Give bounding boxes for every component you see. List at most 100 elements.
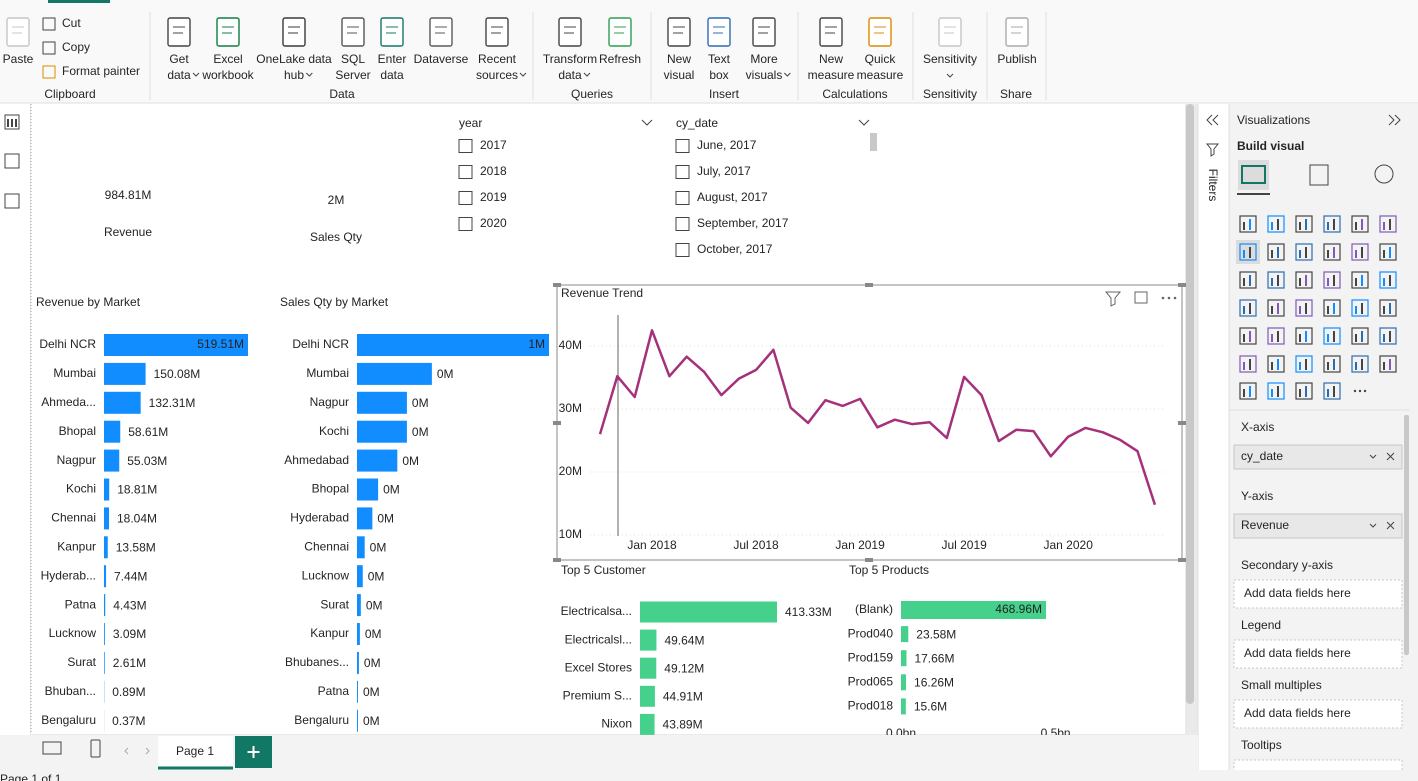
phone-icon[interactable] — [90, 739, 101, 758]
slicer-checkbox[interactable] — [675, 243, 690, 257]
format-tab-icon[interactable] — [1309, 164, 1329, 186]
ribbon-button[interactable]: Sensitivity — [923, 17, 977, 66]
slicer-item[interactable]: July, 2017 — [697, 164, 751, 178]
visual-type-icon[interactable] — [1379, 355, 1397, 373]
drop-well[interactable] — [1233, 639, 1403, 669]
ribbon-small-button[interactable]: Format painter — [62, 64, 140, 78]
resize-handle[interactable] — [1178, 283, 1186, 287]
ribbon-button[interactable]: Get data — [167, 17, 191, 82]
visual-type-icon[interactable] — [1267, 243, 1285, 261]
slicer-checkbox[interactable] — [675, 139, 690, 153]
visual-type-icon[interactable] — [1236, 240, 1260, 264]
visual-type-icon[interactable] — [1295, 243, 1313, 261]
ribbon-button[interactable]: Publish — [997, 17, 1037, 66]
slicer-checkbox[interactable] — [458, 217, 473, 231]
slicer-checkbox[interactable] — [458, 191, 473, 205]
slicer-item[interactable]: 2018 — [480, 164, 507, 178]
visual-type-icon[interactable] — [1323, 327, 1341, 345]
ribbon-button[interactable]: New measure — [808, 17, 855, 82]
nav-icon[interactable] — [4, 153, 20, 169]
visual-type-icon[interactable] — [1379, 271, 1397, 289]
nav-icon[interactable] — [4, 114, 20, 130]
analytics-tab-icon[interactable] — [1374, 164, 1394, 184]
more-options-dot[interactable] — [1161, 296, 1165, 300]
resize-handle[interactable] — [1178, 421, 1186, 425]
ribbon-button[interactable]: Refresh — [599, 17, 641, 66]
visual-type-icon[interactable] — [1351, 299, 1369, 317]
visual-type-icon[interactable] — [1295, 327, 1313, 345]
visual-type-icon[interactable] — [1267, 299, 1285, 317]
canvas-scrollbar[interactable] — [1186, 104, 1194, 704]
visual-type-icon[interactable] — [1239, 355, 1257, 373]
resize-handle[interactable] — [865, 283, 873, 287]
visual-type-icon[interactable] — [1323, 215, 1341, 233]
visual-type-icon[interactable] — [1351, 243, 1369, 261]
visual-type-icon[interactable] — [1323, 243, 1341, 261]
visual-type-icon[interactable] — [1323, 382, 1341, 400]
ribbon-button[interactable]: Paste — [3, 17, 34, 66]
remove-field[interactable] — [1386, 521, 1395, 530]
more-options-dot[interactable] — [1173, 296, 1177, 300]
resize-handle[interactable] — [1178, 558, 1186, 562]
prev-page[interactable] — [124, 747, 129, 755]
visual-type-icon[interactable] — [1239, 215, 1257, 233]
visual-type-icon[interactable] — [1267, 215, 1285, 233]
visual-type-icon[interactable] — [1295, 299, 1313, 317]
slicer-checkbox[interactable] — [675, 165, 690, 179]
ribbon-button[interactable]: SQL Server — [335, 17, 371, 82]
drop-well[interactable] — [1233, 699, 1403, 729]
visual-type-icon[interactable] — [1379, 327, 1397, 345]
visual-type-icon[interactable] — [1351, 327, 1369, 345]
more-options-dot[interactable] — [1167, 296, 1171, 300]
collapse-icon[interactable] — [1206, 114, 1219, 126]
slicer-item[interactable]: 2019 — [480, 190, 507, 204]
next-page[interactable] — [145, 747, 150, 755]
ribbon-small-button[interactable]: Copy — [62, 40, 90, 54]
ribbon-button[interactable]: Dataverse — [414, 17, 469, 66]
visual-type-icon[interactable] — [1295, 355, 1313, 373]
visual-type-icon[interactable] — [1295, 382, 1313, 400]
visual-type-icon[interactable] — [1267, 271, 1285, 289]
resize-handle[interactable] — [553, 558, 561, 562]
visual-type-icon[interactable] — [1239, 299, 1257, 317]
visual-type-icon[interactable] — [1379, 299, 1397, 317]
visual-type-icon[interactable] — [1239, 271, 1257, 289]
resize-handle[interactable] — [865, 558, 873, 562]
slicer-item[interactable]: October, 2017 — [697, 242, 773, 256]
visual-type-icon[interactable] — [1239, 382, 1257, 400]
slicer-checkbox[interactable] — [458, 139, 473, 153]
visual-type-icon[interactable] — [1323, 299, 1341, 317]
slicer-item[interactable]: 2017 — [480, 138, 507, 152]
visual-type-icon[interactable] — [1295, 215, 1313, 233]
focus-icon[interactable] — [1134, 291, 1148, 304]
ribbon-button[interactable]: Transform data — [543, 17, 597, 82]
slicer-item[interactable]: 2020 — [480, 216, 507, 230]
desktop-icon[interactable] — [42, 741, 62, 755]
visual-type-icon[interactable] — [1351, 355, 1369, 373]
slicer-item[interactable]: August, 2017 — [697, 190, 768, 204]
visual-type-icon[interactable] — [1351, 271, 1369, 289]
visual-type-icon[interactable] — [1351, 215, 1369, 233]
filter-icon[interactable] — [1104, 291, 1122, 307]
ribbon-small-button[interactable]: Cut — [62, 16, 81, 30]
slicer-checkbox[interactable] — [675, 191, 690, 205]
filters-title[interactable]: Filters — [1206, 169, 1220, 202]
ribbon-button[interactable]: Enter data — [378, 17, 407, 82]
ribbon-button[interactable]: Text box — [707, 17, 731, 82]
ribbon-button[interactable]: Recent sources — [476, 17, 518, 82]
expand-icon[interactable] — [1388, 114, 1401, 126]
visual-type-icon[interactable] — [1379, 243, 1397, 261]
page-tab[interactable] — [158, 736, 233, 769]
visual-type-icon[interactable] — [1379, 215, 1397, 233]
resize-handle[interactable] — [553, 421, 561, 425]
visual-type-icon[interactable] — [1267, 355, 1285, 373]
visual-type-icon[interactable] — [1323, 271, 1341, 289]
slicer-item[interactable]: September, 2017 — [697, 216, 789, 230]
ribbon-button[interactable]: New visual — [664, 17, 695, 82]
slicer-checkbox[interactable] — [458, 165, 473, 179]
slicer-checkbox[interactable] — [675, 217, 690, 231]
visual-type-icon[interactable] — [1239, 327, 1257, 345]
visual-type-icon[interactable] — [1267, 327, 1285, 345]
resize-handle[interactable] — [553, 283, 561, 287]
visual-type-icon[interactable] — [1323, 355, 1341, 373]
